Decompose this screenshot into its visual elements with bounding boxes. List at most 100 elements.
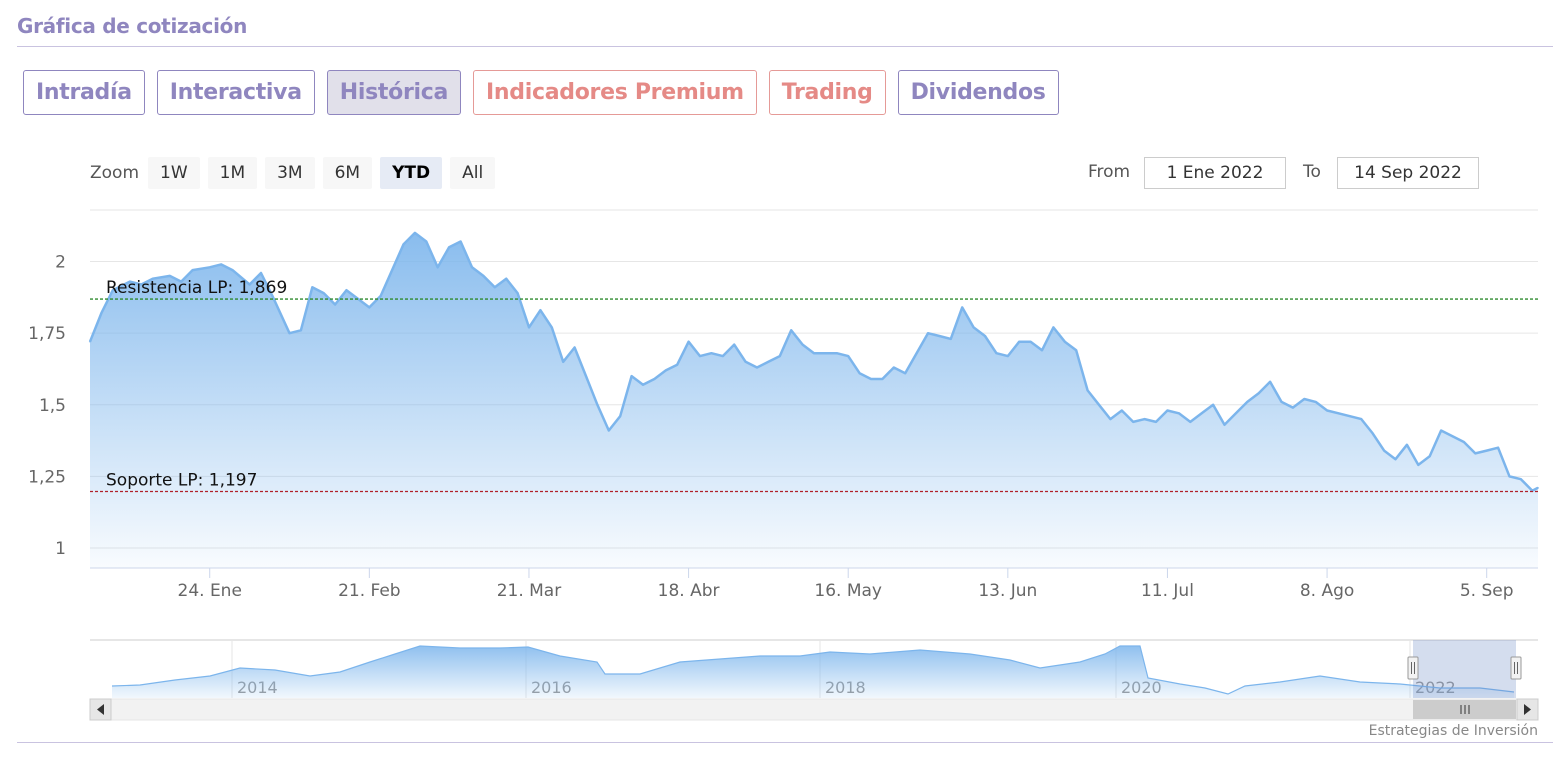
data-point <box>1508 475 1511 478</box>
data-point <box>1326 409 1328 412</box>
data-point <box>801 343 804 346</box>
y-tick-label: 1 <box>55 539 66 559</box>
data-point <box>1200 412 1203 415</box>
data-point <box>904 372 906 375</box>
data-point <box>1537 487 1539 489</box>
data-point <box>151 277 154 280</box>
data-point <box>391 269 393 271</box>
navigator-selection[interactable] <box>1413 640 1516 698</box>
data-point <box>140 283 143 286</box>
data-point <box>1155 421 1157 423</box>
data-point <box>1166 409 1169 412</box>
data-point <box>1303 398 1306 400</box>
data-point <box>858 372 861 375</box>
data-point <box>995 352 998 355</box>
tab-intradia[interactable]: Intradía <box>23 70 145 115</box>
data-point <box>494 286 496 289</box>
data-point <box>744 361 747 363</box>
data-point <box>288 332 291 335</box>
x-tick-label: 5. Sep <box>1460 581 1514 601</box>
tab-historica[interactable]: Histórica <box>326 70 462 115</box>
data-point <box>1383 449 1385 452</box>
support-label: Soporte LP: 1,197 <box>106 471 257 491</box>
data-point <box>1143 418 1146 420</box>
data-point <box>300 329 302 332</box>
data-point <box>1497 446 1499 449</box>
chart-type-tabs: Intradía Interactiva Histórica Indicador… <box>23 70 1059 115</box>
price-area <box>90 232 1538 568</box>
data-point <box>208 266 211 269</box>
data-point <box>271 295 274 297</box>
data-point <box>893 366 895 369</box>
data-point <box>1246 401 1249 403</box>
x-tick-label: 8. Ago <box>1300 581 1354 601</box>
data-point <box>1075 349 1077 352</box>
data-point <box>1178 412 1180 415</box>
data-point <box>870 378 872 380</box>
data-point <box>448 246 450 248</box>
from-date-input[interactable]: 1 Ene 2022 <box>1144 157 1286 189</box>
zoom-ytd-button[interactable]: YTD <box>380 157 443 189</box>
tab-interactiva[interactable]: Interactiva <box>156 70 315 115</box>
data-point <box>710 352 713 355</box>
y-tick-label: 1,75 <box>28 324 66 344</box>
data-point <box>551 326 553 329</box>
data-point <box>112 289 114 292</box>
zoom-buttons: 1W 1M 3M 6M YTD All <box>148 157 496 189</box>
tab-trading[interactable]: Trading <box>768 70 886 115</box>
x-tick-label: 16. May <box>814 581 882 601</box>
x-tick-label: 21. Feb <box>338 581 401 601</box>
data-point <box>1007 355 1009 357</box>
navigator-handle-left[interactable] <box>1407 656 1419 680</box>
data-point <box>1417 464 1420 466</box>
data-point <box>676 363 678 366</box>
data-point <box>573 346 576 349</box>
data-point <box>1109 418 1112 420</box>
data-point <box>89 340 91 343</box>
data-point <box>961 306 963 309</box>
data-point <box>1474 452 1477 455</box>
data-point <box>1463 441 1465 443</box>
data-point <box>1360 418 1363 420</box>
data-point <box>665 369 667 372</box>
zoom-6m-button[interactable]: 6M <box>322 157 373 189</box>
data-point <box>100 312 103 314</box>
to-date-input[interactable]: 14 Sep 2022 <box>1337 157 1479 189</box>
zoom-1w-button[interactable]: 1W <box>148 157 200 189</box>
data-point <box>345 289 348 292</box>
scrollbar-track[interactable] <box>89 698 1539 721</box>
resistance-label: Resistencia LP: 1,869 <box>106 278 287 298</box>
data-point <box>1406 444 1408 446</box>
zoom-all-button[interactable]: All <box>450 157 496 189</box>
chevron-left-icon <box>97 704 104 715</box>
footer-divider <box>17 742 1553 743</box>
tab-indicadores-premium[interactable]: Indicadores Premium <box>473 70 757 115</box>
data-point <box>505 277 508 280</box>
data-point <box>790 329 792 332</box>
data-point <box>972 326 975 329</box>
zoom-1m-button[interactable]: 1M <box>207 157 258 189</box>
data-point <box>425 240 428 243</box>
navigator-line <box>111 645 1515 695</box>
data-point <box>379 295 382 297</box>
data-point <box>1314 401 1317 403</box>
from-label: From <box>1088 162 1131 182</box>
data-point <box>1041 349 1043 352</box>
data-point <box>847 355 849 357</box>
data-point <box>220 263 222 266</box>
title-divider <box>17 46 1553 47</box>
zoom-3m-button[interactable]: 3M <box>265 157 315 189</box>
x-tick-label: 13. Jun <box>978 581 1037 601</box>
data-point <box>653 378 656 380</box>
data-point <box>1064 340 1066 343</box>
data-point <box>1428 455 1431 458</box>
data-point <box>585 375 587 377</box>
tab-dividendos[interactable]: Dividendos <box>897 70 1059 115</box>
data-point <box>813 352 815 355</box>
data-point <box>1052 326 1055 329</box>
data-point <box>1451 435 1454 438</box>
data-point <box>642 383 644 386</box>
data-point <box>482 275 485 277</box>
navigator-handle-right[interactable] <box>1510 656 1522 680</box>
